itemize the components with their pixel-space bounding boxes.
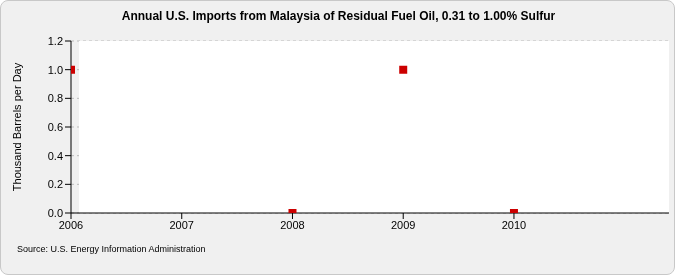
- svg-text:2010: 2010: [502, 219, 526, 231]
- svg-text:0.2: 0.2: [48, 178, 63, 190]
- svg-text:0.6: 0.6: [48, 121, 63, 133]
- svg-text:0.0: 0.0: [48, 207, 63, 219]
- svg-text:1.2: 1.2: [48, 35, 63, 47]
- html-text:Annual U.S. Imports from Malay: Annual U.S. Imports from Malaysia of Res…: [121, 9, 556, 23]
- svg-text:2009: 2009: [391, 219, 415, 231]
- svg-text:1.0: 1.0: [48, 64, 63, 76]
- svg-text:2007: 2007: [169, 219, 193, 231]
- svg-text:2008: 2008: [280, 219, 304, 231]
- html-text:Source: U.S. Energy Informatio: Source: U.S. Energy Information Administ…: [17, 244, 206, 254]
- svg-text:Thousand Barrels per Day: Thousand Barrels per Day: [11, 62, 23, 191]
- svg-text:2006: 2006: [59, 219, 83, 231]
- svg-text:0.8: 0.8: [48, 92, 63, 104]
- svg-text:0.4: 0.4: [48, 150, 63, 162]
